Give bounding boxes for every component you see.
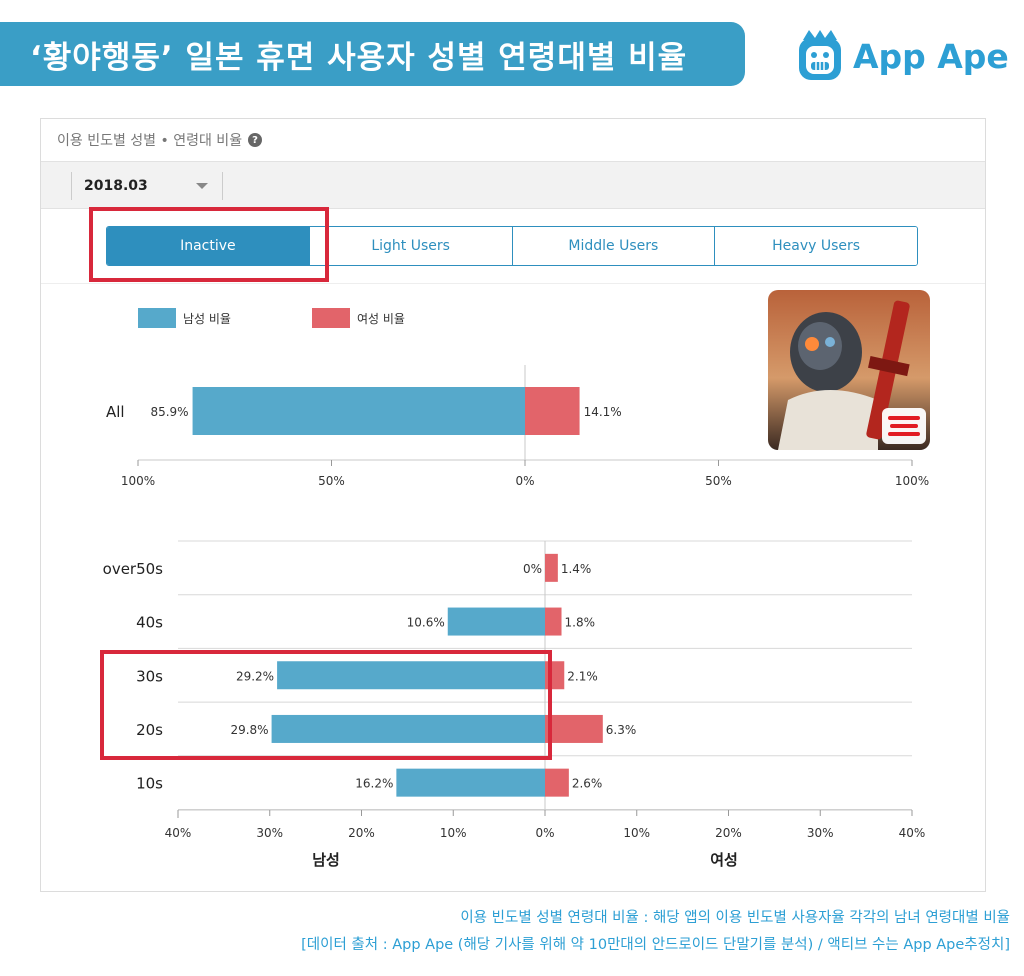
age-group-chart: 40% 30% 20% 10% 0% 10% 20% 30% 40% over50s 0% 1.4% 4… bbox=[103, 540, 926, 840]
x-tick-label: 100% bbox=[895, 474, 929, 488]
bar-female bbox=[545, 714, 603, 743]
category-label: All bbox=[106, 403, 125, 421]
data-label-female: 6.3% bbox=[606, 723, 637, 737]
help-icon[interactable]: ? bbox=[248, 133, 263, 147]
footnote-source: [데이터 출처 : App Ape (해당 기사를 위해 약 10만대의 안드로… bbox=[301, 937, 1010, 953]
usage-tabs: Inactive Light Users Middle Users Heavy … bbox=[106, 226, 918, 266]
xlabel-female: 여성 bbox=[710, 851, 738, 869]
panel-header-title: 이용 빈도별 성별 • 연령대 비율 bbox=[57, 133, 243, 149]
chevron-down-icon bbox=[196, 183, 208, 189]
tab-middle-users[interactable]: Middle Users bbox=[512, 227, 716, 265]
app-ape-logo: App Ape bbox=[795, 28, 1009, 84]
x-tick-label: 10% bbox=[623, 826, 650, 840]
bar-female-all bbox=[525, 387, 580, 435]
category-label: 30s bbox=[136, 667, 163, 685]
period-select[interactable]: 2018.03 bbox=[71, 172, 223, 200]
data-label-female: 2.6% bbox=[572, 777, 603, 791]
x-tick-label: 40% bbox=[165, 826, 192, 840]
data-label-female: 1.8% bbox=[565, 616, 596, 630]
data-label-male: 29.2% bbox=[236, 669, 274, 683]
bar-female bbox=[545, 768, 569, 797]
data-label-male: 16.2% bbox=[355, 777, 393, 791]
tab-label: Light Users bbox=[371, 238, 450, 254]
tab-heavy-users[interactable]: Heavy Users bbox=[715, 227, 917, 265]
data-label-male: 29.8% bbox=[230, 723, 268, 737]
x-tick-label: 30% bbox=[807, 826, 834, 840]
x-tick-label: 10% bbox=[440, 826, 467, 840]
legend-label-male: 남성 비율 bbox=[183, 312, 231, 326]
x-tick-label: 40% bbox=[899, 826, 926, 840]
legend-swatch-female bbox=[312, 308, 350, 328]
x-tick-label: 0% bbox=[515, 474, 534, 488]
legend-swatch-male bbox=[138, 308, 176, 328]
toolbar: 2018.03 bbox=[41, 162, 985, 209]
data-label-female: 2.1% bbox=[567, 669, 598, 683]
tab-label: Middle Users bbox=[568, 238, 659, 254]
period-value: 2018.03 bbox=[84, 178, 148, 194]
panel-header: 이용 빈도별 성별 • 연령대 비율 ? bbox=[41, 119, 985, 162]
legend-label-female: 여성 비율 bbox=[357, 312, 405, 326]
data-label-male: 10.6% bbox=[407, 616, 445, 630]
x-tick-label: 100% bbox=[121, 474, 155, 488]
xlabel-male: 남성 bbox=[312, 851, 340, 869]
tab-light-users[interactable]: Light Users bbox=[309, 227, 513, 265]
tab-label: Heavy Users bbox=[772, 238, 861, 254]
footnote-definition: 이용 빈도별 성별 연령대 비율 : 해당 앱의 이용 빈도별 사용자율 각각의… bbox=[460, 910, 1010, 926]
category-label: 10s bbox=[136, 775, 163, 793]
tab-inactive[interactable]: Inactive bbox=[107, 227, 310, 265]
bar-male-all bbox=[192, 387, 525, 435]
highlight-box-inactive-tab bbox=[89, 207, 329, 282]
category-label: 20s bbox=[136, 721, 163, 739]
x-tick-label: 0% bbox=[535, 826, 554, 840]
x-tick-label: 50% bbox=[318, 474, 345, 488]
page-title: ‘황야행동’ 일본 휴면 사용자 성별 연령대별 비율 bbox=[30, 39, 688, 76]
category-label: 40s bbox=[136, 614, 163, 632]
bar-female bbox=[545, 607, 562, 636]
divider bbox=[41, 283, 985, 284]
bar-female bbox=[545, 553, 558, 582]
logo-text: App Ape bbox=[853, 36, 1009, 76]
bar-male bbox=[396, 768, 545, 797]
legend: 남성 비율 여성 비율 bbox=[138, 308, 405, 328]
x-tick-label: 20% bbox=[715, 826, 742, 840]
ape-mascot-icon bbox=[799, 30, 841, 80]
page-title-banner: ‘황야행동’ 일본 휴면 사용자 성별 연령대별 비율 bbox=[0, 22, 745, 86]
data-label-male: 0% bbox=[523, 562, 542, 576]
all-users-chart: 100% 50% 0% 50% 100% All 85.9% 14.1% bbox=[106, 365, 929, 488]
highlight-box-20s-30s bbox=[100, 650, 552, 760]
category-label: over50s bbox=[103, 560, 164, 578]
bar-male bbox=[271, 714, 545, 743]
data-label-female: 14.1% bbox=[584, 405, 622, 419]
bar-male bbox=[277, 661, 545, 690]
data-label-male: 85.9% bbox=[150, 405, 188, 419]
x-tick-label: 20% bbox=[348, 826, 375, 840]
x-tick-label: 30% bbox=[256, 826, 283, 840]
data-label-female: 1.4% bbox=[561, 562, 592, 576]
game-app-icon bbox=[768, 290, 930, 450]
tab-label: Inactive bbox=[180, 238, 236, 254]
x-tick-label: 50% bbox=[705, 474, 732, 488]
bar-male bbox=[447, 607, 545, 636]
